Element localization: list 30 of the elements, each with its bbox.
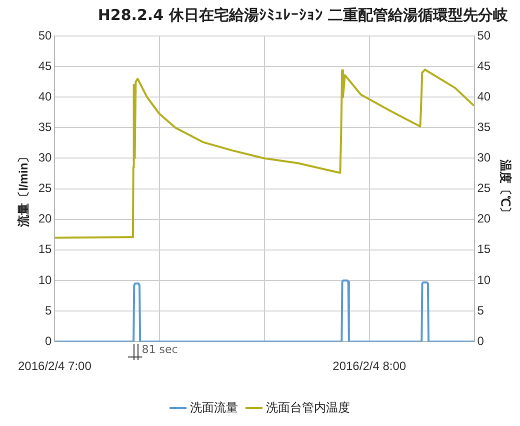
y-tick-label: 50: [38, 28, 52, 42]
legend-label: 洗面流量: [190, 400, 238, 414]
y-tick-label: 20: [38, 212, 52, 226]
y-tick-label: 45: [38, 58, 52, 73]
y-axis-title: 流量〔l/min〕: [16, 150, 30, 228]
y2-tick-label: 50: [477, 28, 491, 42]
y-tick-label: 15: [38, 242, 52, 256]
y2-tick-label: 35: [477, 120, 491, 134]
y2-tick-label: 40: [477, 89, 491, 104]
y-tick-label: 5: [45, 303, 52, 318]
y2-tick-label: 45: [477, 58, 491, 73]
y2-tick-label: 25: [477, 181, 491, 196]
y-tick-label: 40: [38, 89, 52, 104]
legend-label: 洗面台管内温度: [266, 400, 350, 414]
y2-tick-label: 5: [477, 303, 484, 318]
y-tick-label: 0: [45, 334, 52, 348]
y2-tick-label: 20: [477, 212, 491, 226]
y-tick-label: 25: [38, 181, 52, 196]
y2-tick-label: 30: [477, 150, 491, 165]
y-tick-label: 30: [38, 150, 52, 165]
chart-title: H28.2.4 休日在宅給湯ｼﾐｭﾚｰｼｮﾝ 二重配管給湯循環型先分岐: [98, 6, 508, 25]
y2-tick-label: 10: [477, 272, 491, 287]
y-tick-label: 10: [38, 272, 52, 287]
x-tick-label: 2016/2/4 7:00: [18, 359, 92, 374]
y-tick-label: 35: [38, 120, 52, 134]
y2-tick-label: 15: [477, 242, 491, 256]
y2-tick-label: 0: [477, 334, 484, 348]
x-tick-label: 2016/2/4 8:00: [332, 359, 406, 374]
y2-axis-title: 温度〔℃〕: [498, 158, 512, 218]
annotation: 81 sec: [142, 342, 178, 356]
